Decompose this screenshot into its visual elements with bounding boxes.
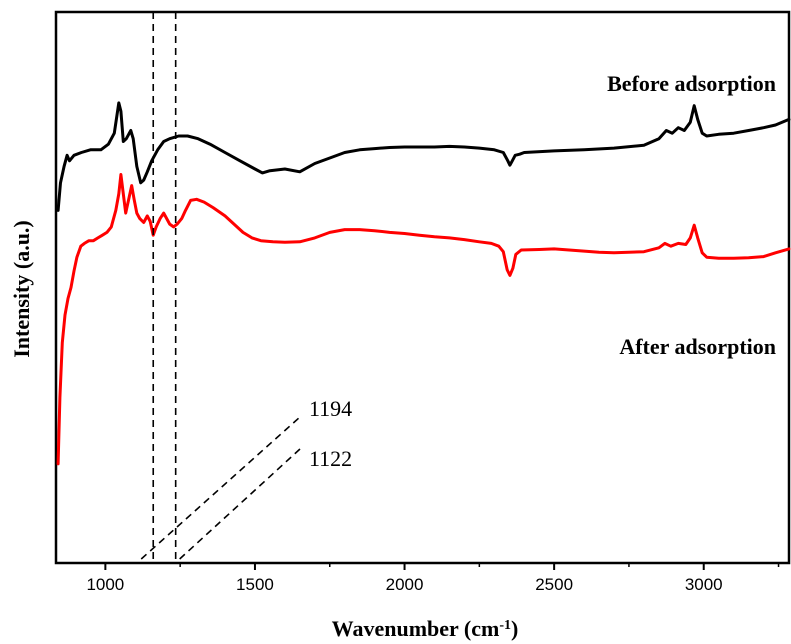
annotation-label-1194: 1194 bbox=[309, 396, 352, 421]
series-line-after-adsorption bbox=[56, 173, 791, 466]
x-tick-label-2000: 2000 bbox=[386, 575, 424, 594]
x-tick-label-1500: 1500 bbox=[236, 575, 274, 594]
x-axis-title-suffix: ) bbox=[511, 616, 518, 641]
plot-frame bbox=[54, 10, 791, 565]
x-axis-title: Wavenumber (cm-1) bbox=[332, 616, 519, 641]
x-tick-label-3000: 3000 bbox=[685, 575, 723, 594]
annotation-label-1122: 1122 bbox=[309, 446, 352, 471]
series-label-after-adsorption: After adsorption bbox=[619, 334, 776, 359]
plot-area bbox=[54, 10, 791, 565]
reference-lines bbox=[140, 12, 301, 563]
leader-line-1194 bbox=[140, 416, 301, 560]
series-line-before-adsorption bbox=[56, 101, 791, 212]
x-tick-label-2500: 2500 bbox=[535, 575, 573, 594]
leader-line-1122 bbox=[179, 448, 301, 560]
series-layer bbox=[56, 101, 791, 466]
x-axis-title-superscript: -1 bbox=[499, 618, 511, 633]
x-ticks: 1000 1500 2000 2500 3000 bbox=[86, 563, 780, 594]
y-axis-title: Intensity (a.u.) bbox=[9, 220, 34, 358]
series-label-before-adsorption: Before adsorption bbox=[607, 71, 776, 96]
x-axis-title-main: Wavenumber (cm bbox=[332, 616, 500, 641]
x-tick-label-1000: 1000 bbox=[86, 575, 124, 594]
